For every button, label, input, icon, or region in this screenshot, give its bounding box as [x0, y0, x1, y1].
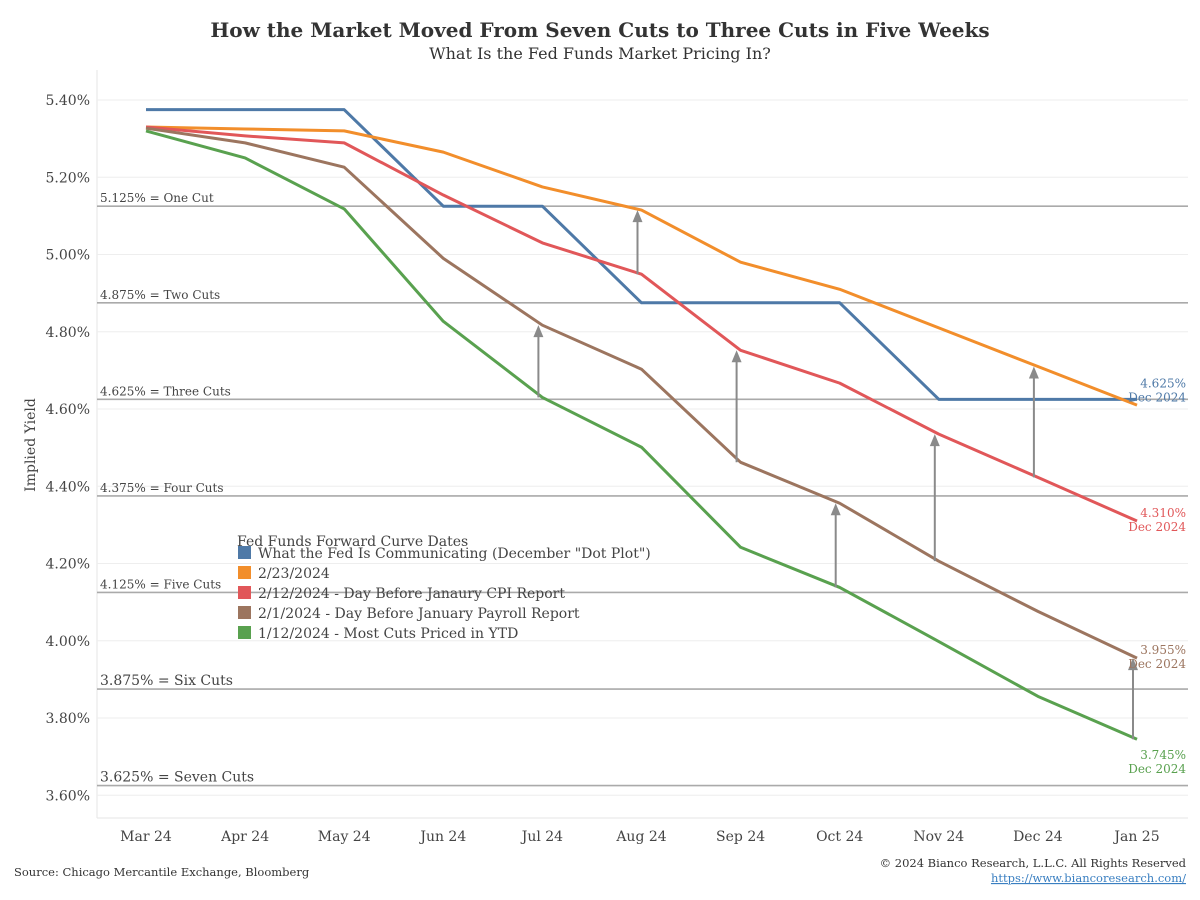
- end-date-label: Dec 2024: [1128, 520, 1186, 534]
- source-note: Source: Chicago Mercantile Exchange, Blo…: [14, 865, 310, 879]
- reference-line-label: 5.125% = One Cut: [100, 191, 214, 205]
- y-tick-label: 4.60%: [46, 402, 90, 418]
- arrow-head-icon: [929, 434, 940, 447]
- y-tick-label: 4.20%: [46, 557, 90, 573]
- chart-subtitle: What Is the Fed Funds Market Pricing In?: [429, 44, 771, 63]
- arrow-head-icon: [533, 325, 544, 338]
- legend-swatch: [238, 546, 251, 559]
- y-tick-label: 5.00%: [46, 248, 90, 264]
- x-tick-label: Jun 24: [418, 829, 466, 845]
- y-tick-label: 5.20%: [46, 170, 90, 186]
- y-tick-label: 3.60%: [46, 788, 90, 804]
- legend-swatch: [238, 626, 251, 639]
- legend-entry: 2/23/2024: [258, 566, 330, 582]
- y-axis-label: Implied Yield: [23, 398, 39, 492]
- reference-line-label: 4.875% = Two Cuts: [100, 288, 220, 302]
- y-tick-label: 4.00%: [46, 634, 90, 650]
- reference-line-label: 4.125% = Five Cuts: [100, 577, 221, 591]
- legend-swatch: [238, 566, 251, 579]
- y-tick-label: 4.40%: [46, 479, 90, 495]
- series-line: [145, 125, 1138, 407]
- end-date-label: Dec 2024: [1128, 762, 1186, 776]
- reference-line-label: 3.875% = Six Cuts: [100, 673, 233, 689]
- legend-swatch: [238, 586, 251, 599]
- x-tick-label: Sep 24: [716, 829, 765, 845]
- end-date-label: Dec 2024: [1128, 657, 1186, 671]
- x-tick-label: Apr 24: [220, 829, 269, 845]
- arrow-head-icon: [1028, 366, 1039, 379]
- legend-swatch: [238, 606, 251, 619]
- copyright: © 2024 Bianco Research, L.L.C. All Right…: [880, 856, 1187, 870]
- reference-line-label: 4.625% = Three Cuts: [100, 384, 231, 398]
- end-value-label: 3.955%: [1140, 643, 1186, 657]
- y-tick-label: 5.40%: [46, 93, 90, 109]
- x-tick-label: Dec 24: [1013, 829, 1063, 845]
- x-tick-label: Oct 24: [816, 829, 863, 845]
- x-tick-label: Aug 24: [615, 829, 666, 845]
- end-value-label: 3.745%: [1140, 748, 1186, 762]
- legend-entry: What the Fed Is Communicating (December …: [258, 546, 651, 562]
- reference-line-label: 4.375% = Four Cuts: [100, 481, 224, 495]
- legend-title: Fed Funds Forward Curve Dates: [237, 534, 468, 550]
- end-value-label: 4.625%: [1140, 376, 1186, 390]
- arrow-head-icon: [731, 350, 742, 363]
- end-date-label: Dec 2024: [1128, 390, 1186, 404]
- x-tick-label: Mar 24: [120, 829, 172, 845]
- x-tick-label: Nov 24: [913, 829, 964, 845]
- x-tick-label: Jul 24: [520, 829, 563, 845]
- arrow-head-icon: [1128, 658, 1138, 671]
- x-tick-label: Jan 25: [1112, 829, 1159, 845]
- arrow-head-icon: [830, 503, 841, 516]
- legend-entry: 2/12/2024 - Day Before Janaury CPI Repor…: [258, 586, 565, 602]
- y-tick-label: 3.80%: [46, 711, 90, 727]
- reference-line-label: 3.625% = Seven Cuts: [100, 770, 254, 786]
- legend-entry: 1/12/2024 - Most Cuts Priced in YTD: [258, 626, 518, 642]
- legend: Fed Funds Forward Curve Dates What the F…: [237, 534, 651, 642]
- end-value-label: 4.310%: [1140, 506, 1186, 520]
- arrow-head-icon: [632, 210, 643, 223]
- x-tick-label: May 24: [318, 829, 371, 845]
- series-line: [145, 125, 1138, 523]
- website-link[interactable]: https://www.biancoresearch.com/: [991, 871, 1186, 885]
- legend-entry: 2/1/2024 - Day Before January Payroll Re…: [258, 606, 580, 622]
- series-line: [145, 129, 1138, 741]
- chart-title: How the Market Moved From Seven Cuts to …: [210, 18, 989, 42]
- y-tick-label: 4.80%: [46, 325, 90, 341]
